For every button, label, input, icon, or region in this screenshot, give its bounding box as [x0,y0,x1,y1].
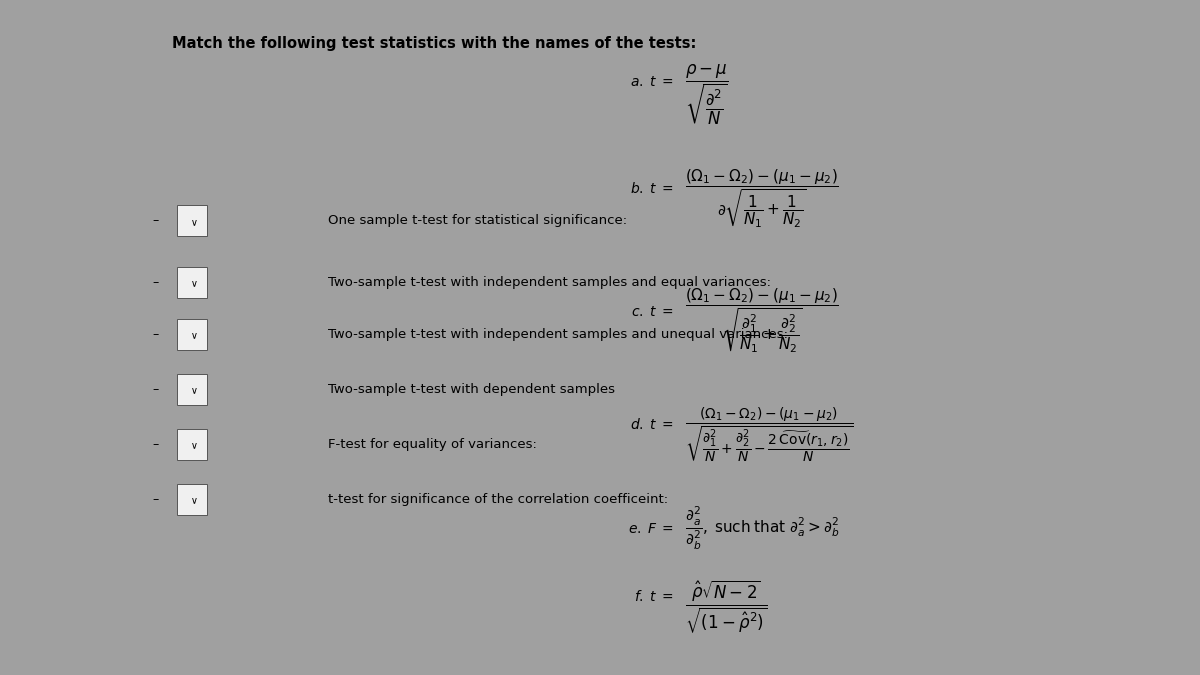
Text: $f.\;t\;=$: $f.\;t\;=$ [634,589,674,604]
Text: ∧: ∧ [188,439,196,450]
Text: –: – [152,383,158,396]
Text: Match the following test statistics with the names of the tests:: Match the following test statistics with… [172,36,696,51]
Text: $a.\;t\;=$: $a.\;t\;=$ [630,74,674,88]
Text: F-test for equality of variances:: F-test for equality of variances: [329,438,538,451]
Text: –: – [152,276,158,289]
Text: ∧: ∧ [188,495,196,504]
FancyBboxPatch shape [178,205,208,236]
Text: –: – [152,493,158,506]
Text: –: – [152,328,158,341]
FancyBboxPatch shape [178,319,208,350]
Text: $c.\;t\;=$: $c.\;t\;=$ [631,304,674,319]
Text: $\dfrac{\rho - \mu}{\sqrt{\dfrac{\partial^2}{N}}}$: $\dfrac{\rho - \mu}{\sqrt{\dfrac{\partia… [684,62,728,127]
Text: Two-sample t-test with independent samples and unequal variances:: Two-sample t-test with independent sampl… [329,328,788,341]
Text: ∧: ∧ [188,329,196,340]
Text: ∧: ∧ [188,384,196,394]
Text: Two-sample t-test with dependent samples: Two-sample t-test with dependent samples [329,383,616,396]
FancyBboxPatch shape [178,374,208,405]
Text: –: – [152,438,158,451]
Text: $d.\;t\;=$: $d.\;t\;=$ [630,417,674,433]
Text: –: – [152,215,158,227]
Text: One sample t-test for statistical significance:: One sample t-test for statistical signif… [329,215,628,227]
Text: Two-sample t-test with independent samples and equal variances:: Two-sample t-test with independent sampl… [329,276,772,289]
Text: $\dfrac{(\Omega_1 - \Omega_2) - (\mu_1 - \mu_2)}{\sqrt{\dfrac{\partial^2_1}{N_1}: $\dfrac{(\Omega_1 - \Omega_2) - (\mu_1 -… [684,288,839,355]
Text: ∧: ∧ [188,277,196,288]
FancyBboxPatch shape [178,429,208,460]
Text: $\dfrac{(\Omega_1 - \Omega_2) - (\mu_1 - \mu_2)}{\sqrt{\dfrac{\partial^2_1}{N} +: $\dfrac{(\Omega_1 - \Omega_2) - (\mu_1 -… [684,406,853,464]
FancyBboxPatch shape [178,267,208,298]
FancyBboxPatch shape [178,484,208,515]
Text: ∧: ∧ [188,216,196,226]
Text: t-test for significance of the correlation coefficeint:: t-test for significance of the correlati… [329,493,668,506]
Text: $\dfrac{\partial^2_a}{\partial^2_b},\;\mathrm{such\;that}\;\partial^2_a > \parti: $\dfrac{\partial^2_a}{\partial^2_b},\;\m… [684,505,839,552]
Text: $b.\;t\;=$: $b.\;t\;=$ [630,181,674,196]
Text: $e.\;F\;=$: $e.\;F\;=$ [628,522,674,536]
Text: $\dfrac{\hat{\rho}\sqrt{N-2}}{\sqrt{(1-\hat{\rho}^2)}}$: $\dfrac{\hat{\rho}\sqrt{N-2}}{\sqrt{(1-\… [684,578,767,635]
Text: $\dfrac{(\Omega_1 - \Omega_2) - (\mu_1 - \mu_2)}{\partial\sqrt{\dfrac{1}{N_1} + : $\dfrac{(\Omega_1 - \Omega_2) - (\mu_1 -… [684,167,839,229]
